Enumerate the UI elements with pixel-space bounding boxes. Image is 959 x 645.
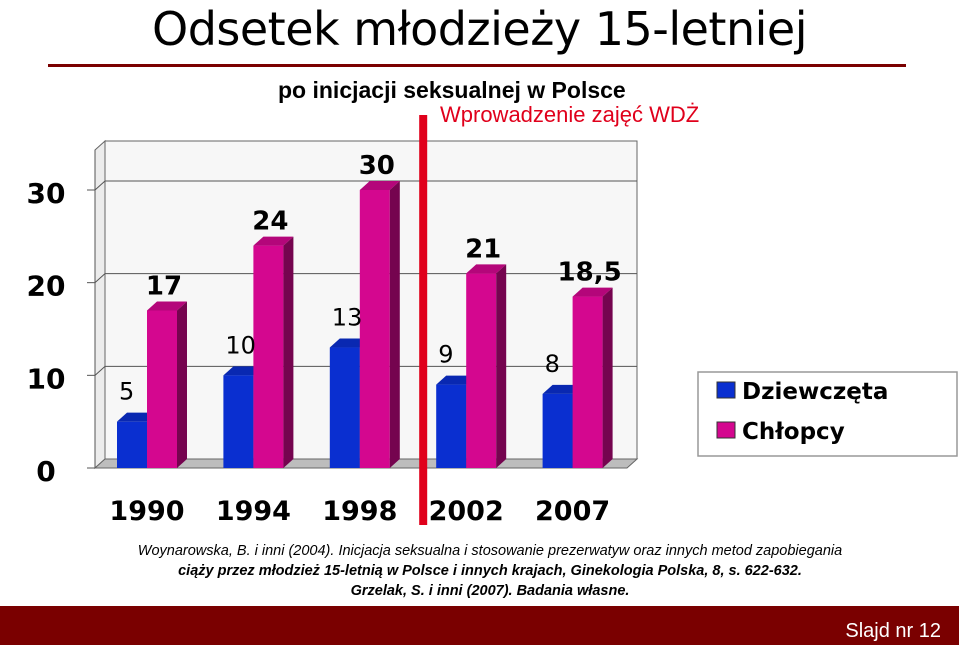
data-label: 30 (359, 151, 395, 181)
legend-swatch-boys (716, 421, 736, 439)
citation-line-2: ciąży przez młodzież 15-letnią w Polsce … (178, 563, 802, 579)
title-divider (48, 64, 906, 67)
chart-legend: Dziewczęta Chłopcy (697, 371, 958, 457)
bar-side (177, 301, 187, 468)
data-label: 24 (252, 207, 288, 237)
bar-boys (147, 310, 177, 468)
bar-boys (359, 190, 390, 468)
chart-side-wall (94, 139, 106, 470)
data-label: 18,5 (558, 258, 622, 288)
bar-girls (542, 393, 573, 468)
x-tick-label: 2002 (429, 496, 504, 527)
bar-girls (329, 347, 360, 468)
data-label: 9 (438, 341, 453, 369)
slide-subtitle: po inicjacji seksualnej w Polsce (278, 77, 626, 103)
footer-bar: Slajd nr 12 (0, 606, 959, 645)
x-tick-label: 2007 (535, 496, 610, 527)
slide-number: Slajd nr 12 (845, 620, 941, 642)
data-label: 21 (465, 234, 501, 264)
bar-side (283, 236, 294, 468)
bar-boys (572, 296, 603, 468)
chart-bars (117, 115, 613, 525)
bar-top (147, 301, 187, 311)
legend-label: Dziewczęta (742, 379, 888, 405)
legend-box (697, 371, 958, 457)
bar-top (253, 236, 294, 246)
bar-boys (466, 273, 497, 468)
y-tick-label: 10 (27, 362, 66, 395)
bar-girls (436, 384, 467, 468)
data-label: 13 (332, 304, 363, 332)
bar-top (359, 181, 400, 190)
policy-marker-line (419, 115, 428, 525)
citation-line-1: Woynarowska, B. i inni (2004). Inicjacja… (137, 543, 843, 559)
legend-label: Chłopcy (742, 419, 845, 445)
x-tick-label: 1994 (216, 496, 291, 527)
gridline (94, 180, 637, 191)
citation: Woynarowska, B. i inni (2004). Inicjacja… (40, 541, 940, 601)
bar-side (496, 264, 507, 468)
gridline (94, 365, 637, 376)
bar-side (389, 181, 400, 468)
citation-line-3: Grzelak, S. i inni (2007). Badania własn… (350, 583, 630, 599)
legend-swatch-girls (716, 381, 736, 399)
bar-girls (117, 421, 147, 468)
chart-labels: 0 10 20 30 5 17 1990 10 24 1994 13 30 1998 9 21 2002 8 18… (27, 151, 622, 527)
bar-boys (253, 245, 284, 468)
x-tick-label: 1998 (322, 496, 397, 527)
data-label: 5 (119, 378, 134, 406)
y-tick-label: 0 (36, 455, 55, 488)
bar-girls (223, 375, 254, 468)
y-tick-label: 20 (27, 270, 66, 303)
data-label: 17 (146, 271, 182, 301)
data-label: 10 (225, 331, 256, 359)
marker-label: Wprowadzenie zajęć WDŻ (440, 102, 700, 127)
bar-top (466, 264, 507, 274)
x-tick-label: 1990 (109, 496, 184, 527)
data-label: 8 (545, 350, 560, 378)
bar-side (602, 287, 613, 468)
gridline (94, 273, 637, 284)
slide-title: Odsetek młodzieży 15-letniej (152, 2, 807, 56)
bar-chart: 0 10 20 30 5 17 1990 10 24 1994 13 30 1998 9 21 2002 8 18… (27, 115, 958, 527)
bar-top (572, 287, 613, 297)
y-tick-label: 30 (27, 177, 66, 210)
